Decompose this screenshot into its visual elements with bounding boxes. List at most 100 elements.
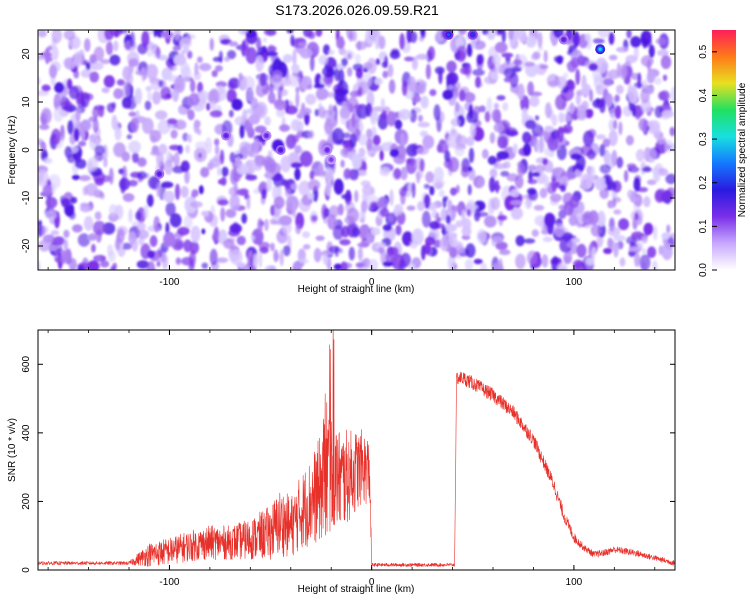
spectrogram-cell [450,118,461,127]
spectrogram-cell [262,37,267,43]
spectrogram-cell [575,92,581,106]
spectrogram-cell [229,249,243,265]
spectrogram-cell [455,134,468,147]
spectrogram-cell [531,229,539,238]
spectrogram-cell [417,121,430,128]
spectrogram-cell [567,89,575,99]
spectrogram-cell [643,222,654,236]
spectrogram-cell [147,250,156,259]
spectrogram-cell [116,79,125,86]
spectrogram-cell [237,30,248,35]
spectrogram-cell [546,73,560,88]
snr-x-axis: -100 0 100 [47,330,656,588]
y-tick-label: 0 [21,567,32,573]
spectrogram-cell [433,104,441,121]
spectrogram-cell [440,208,448,221]
spectrogram-cell [557,126,564,143]
spectrogram-cell [161,254,169,270]
spectrogram-cell [321,204,328,220]
spectrogram-cell [78,140,87,147]
spectrogram-cell [80,202,89,208]
spectrogram-cell [447,255,456,270]
spectrogram-cell [201,228,206,235]
spectrogram-cell [382,224,393,232]
spectrogram-cell [583,130,594,147]
spectrogram-cell [411,182,416,199]
spectrogram-cell [496,150,510,160]
spectrogram-cell [542,236,553,243]
spectrogram-cell [571,237,581,243]
spectrogram-cell [177,226,190,236]
spectrogram-cell [109,54,121,66]
spectrogram-cell [228,41,239,47]
spectrogram-cell [352,63,364,71]
spectrogram-cell [608,129,618,147]
spectrogram-cell [87,260,100,270]
spectrogram-cell [145,85,152,92]
spectrogram-cell [82,186,88,196]
spectrogram-cell [209,110,223,118]
spectrogram-cell [524,61,535,67]
spectrogram-cell [538,130,544,137]
spectrogram-cell [217,167,222,176]
spectrogram-cell [395,224,402,236]
spectrogram-cell [489,168,498,179]
spectrogram-cell [114,119,120,131]
spectrogram-cell [641,235,648,244]
colorbar-tick-label: 0.2 [698,175,709,189]
spectrogram-cell [303,244,311,250]
spectrogram-cell [416,53,428,60]
spectrogram-cell [198,185,204,195]
spectrogram-cell [89,71,100,83]
spectrogram-cell [166,118,178,125]
spectrogram-cell [100,260,110,268]
spectrogram-cell [299,197,311,213]
spectrogram-cell [143,204,149,220]
colorbar-ticks: 0.0 0.1 0.2 0.3 0.4 0.5 [698,44,717,277]
spectrogram-cell [172,165,185,174]
spectrogram-cell [456,45,467,60]
spectrogram-cell [652,260,658,270]
snr-x-label: Height of straight line (km) [298,584,415,595]
spectrogram-cell [330,113,336,124]
spectrogram-cell [145,63,159,80]
spectrogram-cell [543,212,556,228]
spectrogram-cell [442,196,447,209]
spectrogram-cell [587,149,596,160]
spectrogram-cell [163,231,176,247]
spectrogram-cell [103,158,108,168]
spectrogram-cell [343,49,355,61]
spectrogram-cell [243,38,249,52]
spectrogram-cell [156,260,161,267]
spectrogram-cell [340,89,349,95]
spectrogram-cell [372,134,381,146]
spectrogram-cell [581,83,592,97]
spectrogram-cell [254,125,267,134]
spectrogram-cell [49,64,58,79]
spectrogram-cell [72,224,83,233]
spectrogram-cell [252,138,260,154]
spectrogram-cell [517,83,525,101]
spectrogram-cell [308,130,315,139]
spectrogram-cell [44,47,50,65]
spectrogram-cell [122,96,132,109]
spectrogram-cell [68,211,76,220]
spectrogram-cell [630,196,638,203]
spectrogram-cell [518,30,527,43]
hotspot-core [325,148,329,152]
spectrogram-cell [61,197,71,208]
spectrogram-cell [275,172,282,180]
spectrogram-cell [532,51,541,60]
spectrogram-cell [595,84,605,95]
spectrogram-cell [41,84,51,92]
spectrogram-cell [631,102,636,117]
spectrogram-cell [357,86,363,97]
spectrogram-cell [219,149,225,165]
spectrogram-cell [299,150,313,167]
colorbar-label: Normalized spectral amplitude [737,82,748,217]
spectrogram-cell [521,107,528,122]
spectrogram-cell [429,185,435,196]
spectrogram-cell [603,247,613,255]
spectrogram-cell [310,214,318,222]
spectrogram-cell [484,215,497,228]
